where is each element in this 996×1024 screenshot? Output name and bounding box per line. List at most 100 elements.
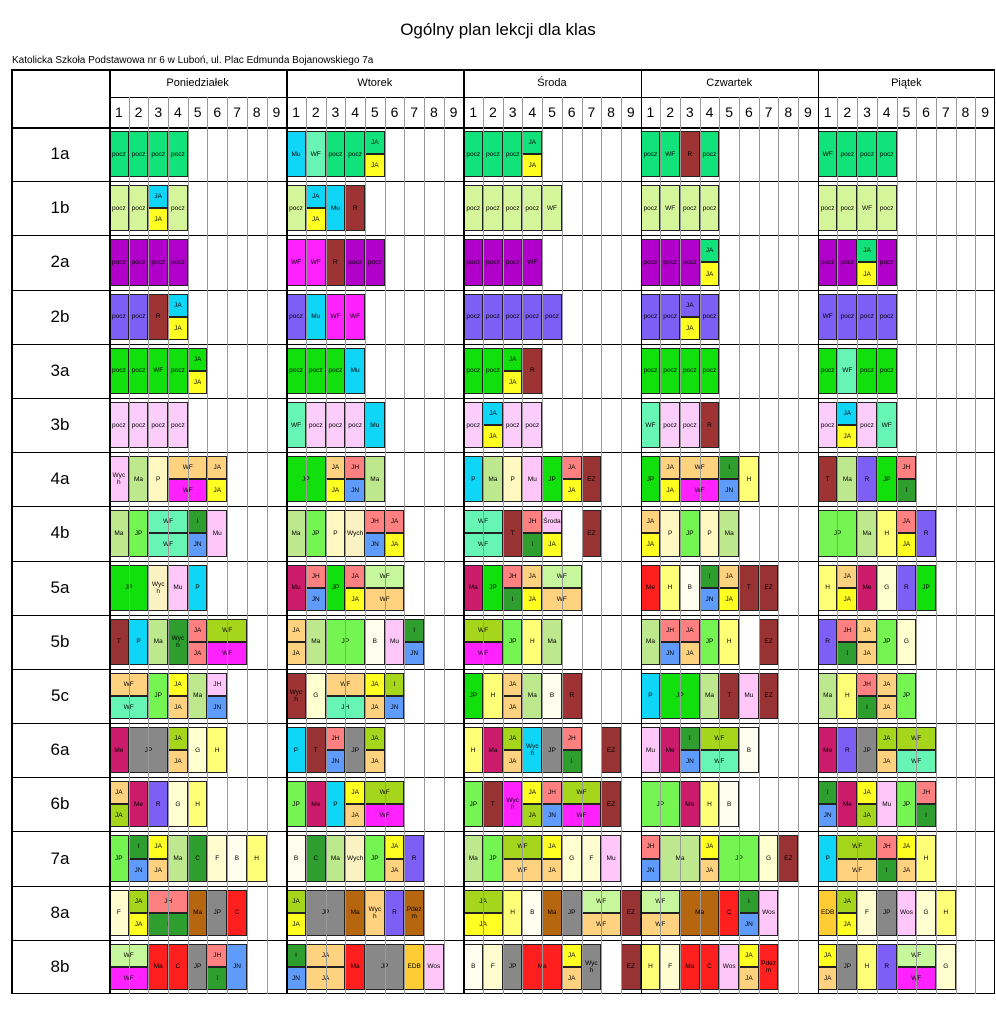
lesson-cell: JA — [837, 889, 858, 913]
lesson-cell: EZ — [581, 510, 602, 557]
lesson-cell: pocz — [660, 239, 680, 286]
lesson-cell: EZ — [601, 727, 621, 774]
lesson-cell: JN — [187, 533, 208, 557]
lesson-cell: JA — [502, 750, 523, 774]
period-number: 1 — [469, 104, 478, 120]
lesson-cell: F — [581, 835, 602, 882]
lesson-cell: JA — [837, 587, 858, 611]
lesson-cell: pocz — [109, 239, 129, 286]
lesson-cell: pocz — [502, 239, 523, 286]
lesson-cell: WF — [542, 564, 582, 588]
grid-line — [266, 97, 267, 994]
grid-line — [778, 97, 779, 994]
lesson-cell: Ma — [305, 618, 326, 665]
lesson-cell: T — [502, 510, 523, 557]
lesson-cell: T — [739, 564, 759, 611]
lesson-cell: G — [935, 943, 956, 990]
lesson-cell: pocz — [463, 401, 484, 449]
lesson-cell: pocz — [699, 131, 720, 178]
lesson-cell: Wyc h — [109, 456, 129, 503]
lesson-cell: EZ — [581, 456, 602, 503]
period-number: 3 — [863, 104, 871, 120]
lesson-cell: JA — [896, 533, 917, 557]
lesson-cell: JA — [739, 966, 759, 990]
grid-line — [424, 97, 425, 994]
lesson-cell: JP — [128, 510, 149, 557]
lesson-cell: JP — [561, 889, 582, 936]
lesson-cell: JA — [364, 750, 385, 774]
lesson-cell: JA — [522, 131, 543, 155]
lesson-cell: P — [660, 510, 680, 557]
lesson-cell: Me — [109, 727, 129, 774]
lesson-cell: JN — [640, 858, 661, 882]
lesson-cell: G — [168, 781, 188, 828]
lesson-cell: Wyc h — [148, 564, 169, 611]
lesson-cell: JN — [227, 943, 247, 990]
lesson-cell: pocz — [640, 131, 661, 178]
lesson-cell: pocz — [502, 185, 523, 232]
period-number: 7 — [587, 104, 596, 120]
lesson-cell: JA — [148, 185, 169, 209]
lesson-cell: Me — [128, 781, 149, 828]
lesson-cell: JA — [522, 804, 543, 828]
grid-line — [581, 97, 583, 994]
lesson-cell: R — [345, 185, 365, 232]
lesson-cell: JA — [345, 804, 365, 828]
lesson-cell: Wyc h — [581, 943, 602, 990]
lesson-cell: I — [719, 456, 740, 480]
lesson-cell: WF — [857, 185, 877, 232]
period-number: 7 — [410, 104, 419, 120]
lesson-cell: R — [699, 401, 720, 449]
lesson-cell: R — [876, 943, 897, 990]
lesson-cell: pocz — [640, 293, 661, 340]
grid-line — [817, 69, 820, 994]
lesson-cell: I — [207, 966, 228, 990]
grid-line — [935, 97, 937, 994]
lesson-cell: P — [325, 510, 346, 557]
lesson-cell: JA — [364, 672, 385, 696]
lesson-cell: JA — [837, 564, 858, 588]
period-number: 2 — [843, 104, 852, 120]
period-number: 9 — [272, 104, 281, 120]
lesson-cell: B — [679, 564, 700, 611]
lesson-cell: JH — [325, 695, 365, 720]
lesson-cell: JP — [463, 672, 484, 720]
lesson-cell: R — [522, 347, 543, 394]
class-label: 8b — [50, 956, 70, 976]
lesson-cell: JP — [502, 943, 523, 990]
lesson-cell: I — [857, 695, 877, 720]
lesson-cell: JA — [286, 889, 306, 913]
class-label: 8a — [50, 902, 70, 922]
lesson-cell: Wyc h — [286, 672, 306, 720]
grid-line — [542, 97, 543, 994]
lesson-cell: JA — [522, 587, 543, 611]
lesson-cell: pocz — [876, 347, 897, 394]
lesson-cell: pocz — [522, 185, 543, 232]
lesson-cell: pocz — [148, 239, 169, 286]
lesson-cell: T — [817, 456, 838, 503]
lesson-cell: pocz — [699, 293, 720, 340]
lesson-cell: I — [286, 943, 306, 967]
lesson-cell: JA — [286, 912, 306, 936]
lesson-cell: JH — [660, 618, 680, 642]
lesson-cell: pocz — [837, 185, 858, 232]
lesson-cell: JN — [325, 750, 346, 774]
grid-line — [168, 97, 169, 994]
lesson-cell: pocz — [640, 185, 661, 232]
lesson-cell: I — [739, 889, 759, 913]
lesson-cell: Ma — [128, 456, 149, 503]
lesson-cell: P — [286, 727, 306, 774]
lesson-cell: JA — [109, 781, 129, 805]
lesson-cell: Me — [817, 727, 838, 774]
lesson-cell: R — [837, 727, 858, 774]
lesson-cell: pocz — [286, 293, 306, 340]
lesson-cell: Ma — [483, 456, 503, 503]
lesson-cell: JA — [542, 533, 562, 557]
grid-line — [128, 97, 130, 994]
lesson-cell: JA — [168, 727, 188, 751]
grid-line — [325, 97, 327, 994]
lesson-cell: Ma — [148, 618, 169, 665]
lesson-cell: JA — [561, 943, 582, 967]
grid-line — [739, 97, 740, 994]
lesson-cell: JA — [857, 781, 877, 805]
